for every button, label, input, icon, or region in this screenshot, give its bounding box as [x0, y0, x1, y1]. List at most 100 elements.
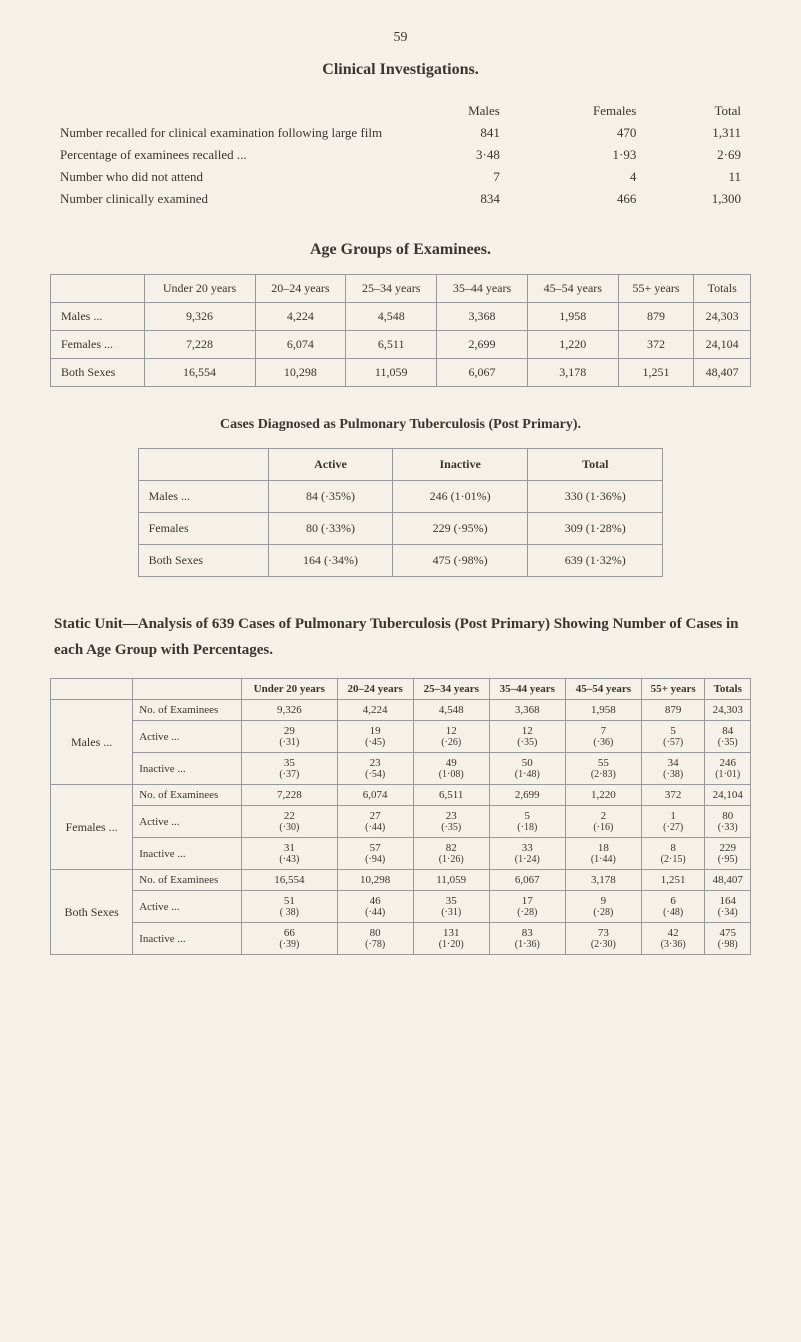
summary-cell: 466 — [510, 189, 645, 209]
diag-cell: 639 (1·32%) — [528, 545, 663, 577]
analysis-row-label: Active ... — [133, 891, 242, 923]
age-row-label: Males ... — [51, 303, 145, 331]
analysis-cell: 83(1·36) — [489, 923, 565, 955]
diag-header: Active — [268, 449, 392, 481]
analysis-cell: 42(3·36) — [641, 923, 705, 955]
age-groups-table: Under 20 years20–24 years25–34 years35–4… — [50, 274, 751, 387]
analysis-cell: 229(·95) — [705, 838, 751, 870]
analysis-cell: 4,224 — [337, 700, 413, 721]
summary-cell: 3·48 — [400, 145, 508, 165]
analysis-cell: 7(·36) — [565, 721, 641, 753]
analysis-cell: 9,326 — [242, 700, 338, 721]
analysis-cell: 1,220 — [565, 785, 641, 806]
summary-cell: 1,300 — [646, 189, 749, 209]
analysis-header: 45–54 years — [565, 679, 641, 700]
analysis-cell: 2,699 — [489, 785, 565, 806]
age-cell: 11,059 — [346, 359, 437, 387]
age-row-label: Females ... — [51, 331, 145, 359]
diag-cell: 309 (1·28%) — [528, 513, 663, 545]
age-cell: 6,067 — [437, 359, 528, 387]
analysis-cell: 23(·54) — [337, 753, 413, 785]
summary-cell: 4 — [510, 167, 645, 187]
age-header: 55+ years — [618, 275, 694, 303]
analysis-cell: 19(·45) — [337, 721, 413, 753]
analysis-cell: 48,407 — [705, 870, 751, 891]
analysis-cell: 73(2·30) — [565, 923, 641, 955]
diag-cell: 475 (·98%) — [393, 545, 528, 577]
analysis-row-label: Inactive ... — [133, 838, 242, 870]
analysis-cell: 6,511 — [413, 785, 489, 806]
summary-row-label: Number clinically examined — [52, 189, 398, 209]
age-header: Totals — [694, 275, 751, 303]
analysis-cell: 6,067 — [489, 870, 565, 891]
analysis-cell: 7,228 — [242, 785, 338, 806]
diag-cell: 84 (·35%) — [268, 481, 392, 513]
analysis-row-label: Inactive ... — [133, 753, 242, 785]
analysis-row-label: No. of Examinees — [133, 785, 242, 806]
analysis-header: Under 20 years — [242, 679, 338, 700]
analysis-cell: 17(·28) — [489, 891, 565, 923]
analysis-cell: 82(1·26) — [413, 838, 489, 870]
analysis-cell: 29(·31) — [242, 721, 338, 753]
age-cell: 372 — [618, 331, 694, 359]
section-title-investigations: Clinical Investigations. — [50, 61, 751, 79]
analysis-cell: 84(·35) — [705, 721, 751, 753]
summary-header: Females — [510, 101, 645, 121]
age-cell: 4,548 — [346, 303, 437, 331]
analysis-row-label: No. of Examinees — [133, 870, 242, 891]
analysis-cell: 10,298 — [337, 870, 413, 891]
analysis-cell: 131(1·20) — [413, 923, 489, 955]
summary-cell: 834 — [400, 189, 508, 209]
analysis-table: Under 20 years20–24 years25–34 years35–4… — [50, 678, 751, 955]
summary-row-label: Number recalled for clinical examination… — [52, 123, 398, 143]
summary-row-label: Percentage of examinees recalled ... — [52, 145, 398, 165]
analysis-cell: 11,059 — [413, 870, 489, 891]
analysis-cell: 3,368 — [489, 700, 565, 721]
analysis-cell: 372 — [641, 785, 705, 806]
age-cell: 9,326 — [144, 303, 255, 331]
analysis-group-label: Females ... — [51, 785, 133, 870]
age-header: 35–44 years — [437, 275, 528, 303]
age-header: 25–34 years — [346, 275, 437, 303]
section-title-diagnosed: Cases Diagnosed as Pulmonary Tuberculosi… — [50, 417, 751, 433]
age-header: 20–24 years — [255, 275, 346, 303]
analysis-cell: 57(·94) — [337, 838, 413, 870]
age-cell: 2,699 — [437, 331, 528, 359]
summary-cell: 7 — [400, 167, 508, 187]
analysis-header: 25–34 years — [413, 679, 489, 700]
analysis-cell: 1,251 — [641, 870, 705, 891]
summary-cell: 2·69 — [646, 145, 749, 165]
diag-row-label: Both Sexes — [138, 545, 268, 577]
analysis-header: 55+ years — [641, 679, 705, 700]
age-cell: 48,407 — [694, 359, 751, 387]
analysis-cell: 18(1·44) — [565, 838, 641, 870]
age-header: Under 20 years — [144, 275, 255, 303]
analysis-cell: 80(·33) — [705, 806, 751, 838]
page-number: 59 — [50, 30, 751, 46]
summary-cell: 841 — [400, 123, 508, 143]
analysis-cell: 49(1·08) — [413, 753, 489, 785]
diag-cell: 246 (1·01%) — [393, 481, 528, 513]
analysis-cell: 4,548 — [413, 700, 489, 721]
analysis-row-label: Inactive ... — [133, 923, 242, 955]
analysis-cell: 66(·39) — [242, 923, 338, 955]
analysis-cell: 46(·44) — [337, 891, 413, 923]
summary-row-label: Number who did not attend — [52, 167, 398, 187]
analysis-cell: 51( 38) — [242, 891, 338, 923]
analysis-row-label: No. of Examinees — [133, 700, 242, 721]
analysis-cell: 6,074 — [337, 785, 413, 806]
analysis-group-label: Both Sexes — [51, 870, 133, 955]
age-cell: 7,228 — [144, 331, 255, 359]
age-cell: 10,298 — [255, 359, 346, 387]
diag-row-label: Females — [138, 513, 268, 545]
analysis-cell: 1(·27) — [641, 806, 705, 838]
diag-cell: 164 (·34%) — [268, 545, 392, 577]
analysis-cell: 27(·44) — [337, 806, 413, 838]
age-header: 45–54 years — [527, 275, 618, 303]
analysis-cell: 55(2·83) — [565, 753, 641, 785]
age-row-label: Both Sexes — [51, 359, 145, 387]
summary-header: Total — [646, 101, 749, 121]
summary-cell: 1·93 — [510, 145, 645, 165]
analysis-cell: 475(·98) — [705, 923, 751, 955]
analysis-cell: 80(·78) — [337, 923, 413, 955]
